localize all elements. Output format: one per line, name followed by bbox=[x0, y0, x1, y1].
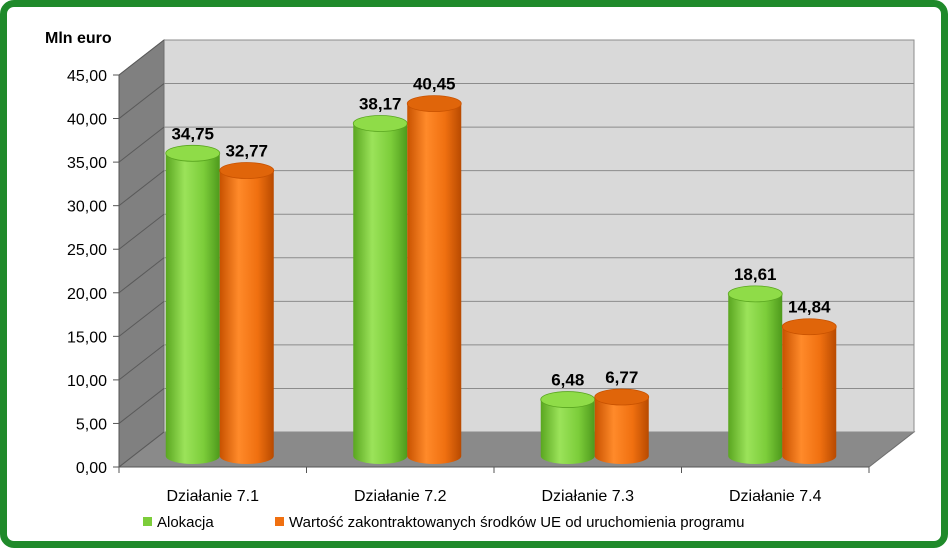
data-label: 6,48 bbox=[551, 371, 584, 390]
y-tick-label: 45,00 bbox=[67, 68, 107, 85]
side-gridline bbox=[118, 388, 165, 424]
bar-body bbox=[728, 293, 783, 464]
side-gridline bbox=[118, 300, 165, 337]
y-axis: 0,00 5,00 10,00 15,00 20,00 25,00 30,00 35,00 40… bbox=[67, 68, 870, 477]
bar-wartosc-2 bbox=[406, 95, 462, 464]
bar-body bbox=[353, 123, 408, 464]
bar-alokacja-4 bbox=[727, 285, 783, 464]
y-tick-label: 25,00 bbox=[67, 242, 107, 259]
bar-body bbox=[594, 397, 649, 464]
bar-wartosc-4 bbox=[781, 318, 837, 464]
y-tick-label: 30,00 bbox=[67, 199, 107, 216]
category-label: Działanie 7.2 bbox=[354, 488, 447, 505]
bar-alokacja-3 bbox=[540, 391, 596, 464]
side-gridline bbox=[118, 431, 165, 468]
side-gridline bbox=[118, 39, 165, 76]
bar-top bbox=[781, 318, 837, 336]
data-label: 6,77 bbox=[605, 368, 638, 387]
data-label: 40,45 bbox=[413, 75, 456, 94]
category-label: Działanie 7.3 bbox=[542, 488, 635, 505]
x-axis-labels: Działanie 7.1 Działanie 7.2 Działanie 7.3 D… bbox=[167, 488, 822, 505]
data-label: 34,75 bbox=[171, 124, 214, 143]
bar-body bbox=[219, 170, 274, 464]
side-gridline bbox=[118, 83, 165, 119]
legend-label: Wartość zakontraktowanych środków UE od … bbox=[289, 514, 744, 531]
unit-label: Mln euro bbox=[45, 30, 112, 47]
y-tick-label: 10,00 bbox=[67, 373, 107, 390]
y-tick-label: 5,00 bbox=[76, 416, 107, 433]
bar-chart: 0,00 5,00 10,00 15,00 20,00 25,00 30,00 35,00 40… bbox=[45, 30, 916, 531]
bar-body bbox=[782, 326, 837, 464]
bar-top bbox=[165, 144, 221, 162]
bar-wartosc-3 bbox=[594, 388, 650, 464]
y-tick-label: 0,00 bbox=[76, 460, 107, 477]
bar-top bbox=[406, 95, 462, 113]
data-label: 38,17 bbox=[359, 94, 402, 113]
bar-body bbox=[540, 399, 595, 464]
y-tick-label: 15,00 bbox=[67, 329, 107, 346]
legend: Alokacja Wartość zakontraktowanych środkó… bbox=[143, 514, 744, 531]
side-gridline bbox=[118, 257, 165, 294]
bar-top bbox=[219, 162, 275, 179]
bar-wartosc-1 bbox=[219, 162, 275, 464]
bars bbox=[165, 95, 837, 465]
y-tick-label: 35,00 bbox=[67, 155, 107, 172]
category-label: Działanie 7.4 bbox=[729, 488, 822, 505]
y-tick-label: 40,00 bbox=[67, 112, 107, 129]
legend-swatch bbox=[143, 517, 152, 526]
plot-walls bbox=[117, 38, 916, 469]
bar-alokacja-2 bbox=[352, 115, 408, 464]
legend-swatch bbox=[275, 517, 284, 526]
category-label: Działanie 7.1 bbox=[167, 488, 260, 505]
data-label: 32,77 bbox=[225, 142, 268, 161]
side-gridline bbox=[118, 170, 165, 207]
data-labels: 34,75 32,77 38,17 40,45 6,48 6,77 18,61 14,84 bbox=[171, 75, 831, 390]
legend-label: Alokacja bbox=[157, 514, 214, 531]
y-tick-label: 20,00 bbox=[67, 286, 107, 303]
side-gridline bbox=[118, 213, 165, 250]
bar-top bbox=[594, 388, 650, 406]
side-gridline bbox=[118, 344, 165, 381]
data-label: 14,84 bbox=[788, 298, 831, 317]
data-label: 18,61 bbox=[734, 265, 777, 284]
bar-top bbox=[540, 391, 596, 408]
bar-body bbox=[165, 153, 220, 465]
bar-body bbox=[407, 103, 462, 464]
bar-alokacja-1 bbox=[165, 144, 221, 465]
side-gridline bbox=[118, 126, 165, 163]
bar-top bbox=[352, 115, 408, 132]
side-wall bbox=[118, 38, 165, 469]
bar-top bbox=[727, 285, 783, 303]
